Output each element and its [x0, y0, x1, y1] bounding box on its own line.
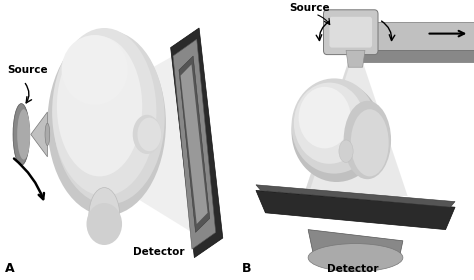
Text: A: A: [5, 262, 14, 275]
Polygon shape: [360, 50, 474, 62]
Text: B: B: [242, 262, 251, 275]
Ellipse shape: [47, 31, 166, 216]
Ellipse shape: [308, 244, 403, 272]
Polygon shape: [346, 50, 365, 67]
Ellipse shape: [299, 87, 351, 148]
FancyBboxPatch shape: [329, 17, 372, 48]
Ellipse shape: [339, 140, 353, 162]
Text: Source: Source: [7, 65, 48, 75]
Ellipse shape: [52, 28, 156, 196]
Ellipse shape: [89, 188, 119, 244]
Polygon shape: [181, 64, 208, 224]
Ellipse shape: [17, 109, 30, 160]
Ellipse shape: [57, 36, 142, 176]
FancyBboxPatch shape: [323, 10, 378, 55]
Text: Source: Source: [289, 3, 330, 13]
Polygon shape: [256, 185, 455, 207]
Polygon shape: [256, 190, 455, 230]
Ellipse shape: [133, 115, 161, 154]
Polygon shape: [33, 56, 192, 232]
Polygon shape: [303, 62, 351, 196]
Polygon shape: [360, 22, 474, 50]
Polygon shape: [179, 56, 210, 232]
Polygon shape: [171, 28, 223, 258]
Polygon shape: [308, 230, 403, 263]
Ellipse shape: [86, 203, 122, 245]
Text: Detector: Detector: [327, 263, 379, 274]
Ellipse shape: [344, 101, 391, 179]
Ellipse shape: [13, 104, 29, 165]
Ellipse shape: [351, 109, 389, 176]
Ellipse shape: [62, 35, 128, 105]
Ellipse shape: [292, 81, 382, 182]
Ellipse shape: [45, 123, 50, 146]
Ellipse shape: [294, 83, 365, 164]
Text: Detector: Detector: [133, 247, 184, 257]
Ellipse shape: [137, 118, 161, 151]
Polygon shape: [173, 39, 216, 249]
Polygon shape: [31, 112, 47, 157]
Polygon shape: [303, 62, 408, 196]
Ellipse shape: [54, 31, 165, 204]
Ellipse shape: [292, 78, 377, 174]
